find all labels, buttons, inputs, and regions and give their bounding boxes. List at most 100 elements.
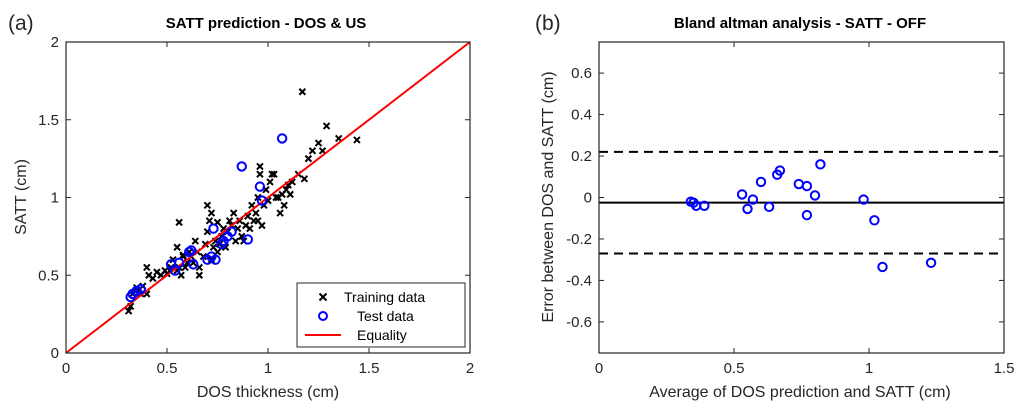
training-point <box>231 237 240 245</box>
test-point <box>256 195 268 206</box>
training-point <box>175 218 183 227</box>
training-point <box>207 209 216 217</box>
test-point <box>793 178 804 190</box>
training-point <box>225 217 234 225</box>
test-point <box>869 215 880 226</box>
y-tick-label: 0.5 <box>38 267 59 284</box>
plot-marks-b <box>599 150 1004 273</box>
test-point <box>815 159 826 170</box>
test-point <box>801 180 813 192</box>
test-point <box>226 226 237 237</box>
test-point <box>877 261 888 273</box>
test-point <box>236 161 247 172</box>
y-axis-label-a: SATT (cm) <box>13 159 30 235</box>
y-tick-label: 0 <box>51 345 59 362</box>
training-point <box>270 170 278 178</box>
test-point <box>809 190 821 201</box>
legend: Training data Test data Equality <box>296 282 466 348</box>
training-point <box>124 307 133 315</box>
x-tick-label: 2 <box>466 360 474 377</box>
legend-label-training: Training data <box>344 289 425 305</box>
training-point <box>205 217 214 225</box>
training-point <box>276 209 284 217</box>
training-point <box>191 237 199 245</box>
training-point <box>256 162 264 171</box>
y-tick-label: 0.2 <box>571 148 592 165</box>
x-axis-label-a: DOS thickness (cm) <box>197 384 339 401</box>
training-point <box>268 170 276 178</box>
test-point <box>208 223 219 234</box>
x-axis-label-b: Average of DOS prediction and SATT (cm) <box>649 384 950 401</box>
y-axis-label-b: Error between DOS and SATT (cm) <box>540 71 557 322</box>
training-point <box>203 201 212 209</box>
test-point <box>925 257 937 269</box>
training-point <box>308 147 317 155</box>
x-tick-label: 1 <box>865 360 873 377</box>
ticks-b: 0 0.5 1 1.5 -0.6 -0.4 -0.2 0 0.2 0.4 0.6 <box>566 42 1014 377</box>
training-point <box>246 224 254 233</box>
x-tick-label: 1.5 <box>994 360 1015 377</box>
training-point <box>314 139 323 147</box>
plot-frame-b <box>598 41 1005 354</box>
legend-marker-test <box>318 311 328 321</box>
test-point <box>858 194 869 205</box>
legend-marker-training <box>318 292 328 302</box>
test-point <box>210 254 221 265</box>
test-point <box>184 246 195 258</box>
test-point <box>763 201 775 213</box>
ticks-a: 0 0.5 1 1.5 2 0 0.5 1 1.5 2 <box>38 34 474 377</box>
chart-panel-b: (b) Bland altman analysis - SATT - OFF 0… <box>535 12 1014 401</box>
y-tick-label: 2 <box>51 34 59 51</box>
training-point <box>256 170 264 178</box>
test-point <box>774 165 786 176</box>
panel-label-b: (b) <box>535 12 561 35</box>
test-point <box>242 234 254 245</box>
test-point <box>186 245 197 256</box>
training-point <box>229 209 238 217</box>
test-point <box>747 194 759 205</box>
test-point <box>169 265 181 276</box>
training-point <box>280 201 288 209</box>
training-point <box>300 175 309 183</box>
training-point <box>149 274 157 283</box>
x-tick-label: 0 <box>595 360 603 377</box>
training-point <box>173 243 181 251</box>
x-tick-label: 1 <box>264 360 272 377</box>
test-point <box>254 181 266 192</box>
training-point <box>266 178 274 186</box>
training-point <box>143 263 151 272</box>
x-tick-label: 1.5 <box>359 360 380 377</box>
y-tick-label: -0.4 <box>566 272 592 289</box>
training-point <box>258 221 266 230</box>
test-point <box>755 176 767 188</box>
training-point <box>195 271 204 279</box>
x-tick-label: 0.5 <box>724 360 745 377</box>
training-point <box>322 122 331 130</box>
y-tick-label: -0.6 <box>566 314 592 331</box>
test-point <box>188 259 199 270</box>
chart-title-b: Bland altman analysis - SATT - OFF <box>674 15 926 32</box>
test-point <box>801 209 813 221</box>
test-point <box>742 203 753 215</box>
y-tick-label: 0 <box>584 190 592 207</box>
training-point <box>272 193 280 202</box>
training-point <box>304 154 313 163</box>
panel-label-a: (a) <box>8 12 34 35</box>
training-point <box>298 88 307 96</box>
training-point <box>353 136 361 144</box>
training-point <box>252 209 260 217</box>
y-tick-label: 1.5 <box>38 112 59 129</box>
y-tick-label: 0.4 <box>571 107 592 124</box>
test-point <box>173 257 185 269</box>
y-tick-label: 1 <box>51 190 59 207</box>
x-tick-label: 0 <box>62 360 70 377</box>
training-point <box>286 190 294 199</box>
legend-label-equality: Equality <box>357 327 407 343</box>
test-point <box>699 200 710 211</box>
x-tick-label: 0.5 <box>157 360 178 377</box>
y-tick-label: 0.6 <box>571 65 592 82</box>
chart-panel-a: (a) SATT prediction - DOS & US 0 0.5 1 1.5 2… <box>8 12 474 401</box>
chart-title-a: SATT prediction - DOS & US <box>166 15 367 32</box>
test-point <box>276 133 288 144</box>
